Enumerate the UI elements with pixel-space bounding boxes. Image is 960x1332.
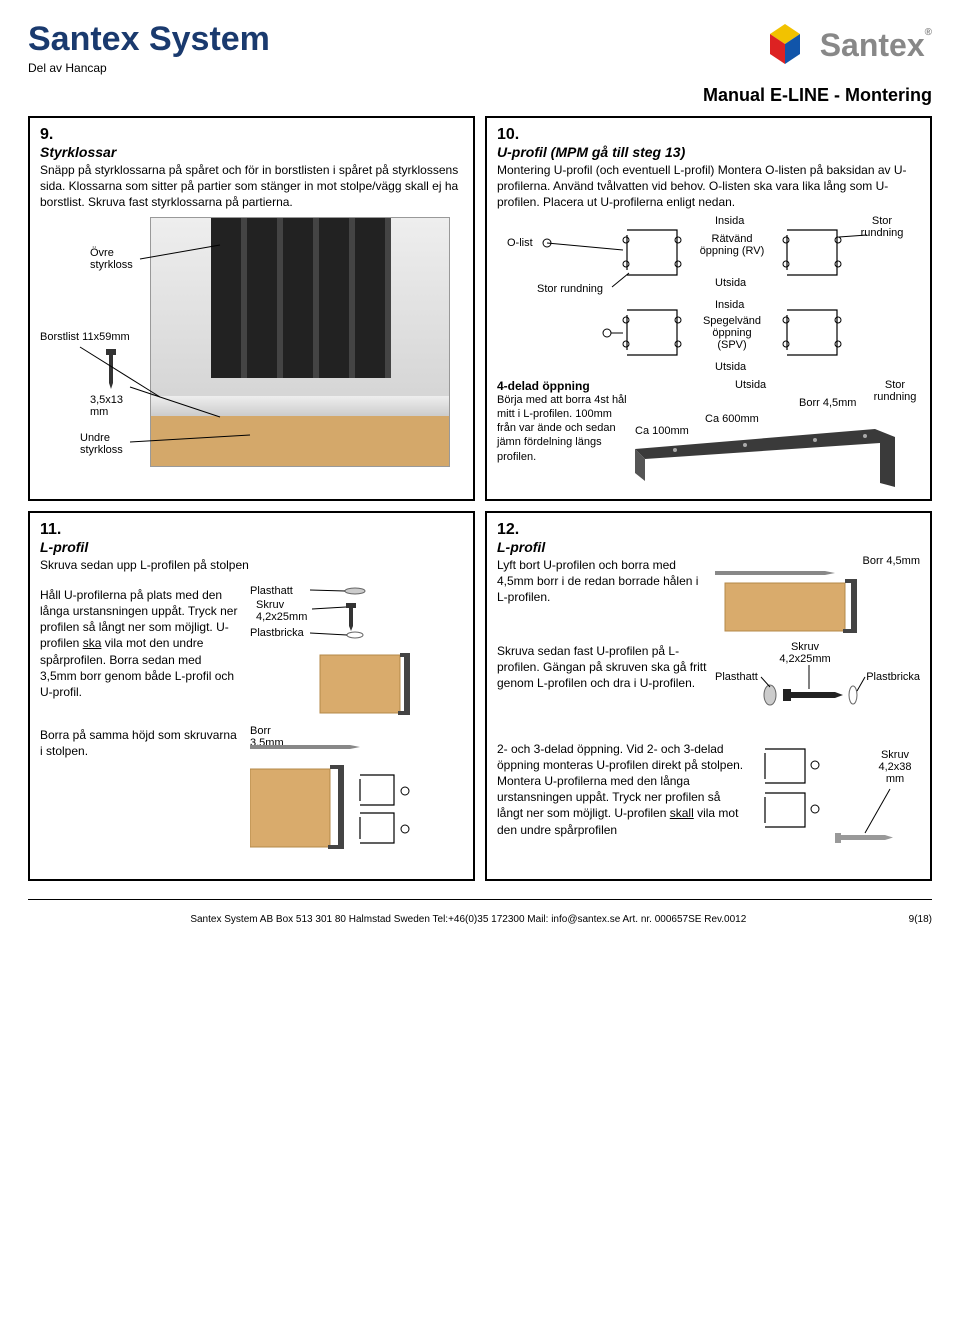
label-stor-rundning3: Stor rundning	[870, 379, 920, 403]
label-borstlist: Borstlist 11x59mm	[40, 331, 140, 343]
drill-drawing	[250, 741, 460, 851]
photo-placeholder	[150, 217, 450, 467]
label-ovre: Övre styrkloss	[90, 247, 140, 271]
screw-icon	[96, 349, 126, 389]
illus-12c: Skruv 4,2x38 mm	[755, 739, 920, 869]
step12-p3: 2- och 3-delad öppning. Vid 2- och 3-del…	[497, 741, 747, 869]
logo-icon	[760, 20, 810, 70]
step-title: U-profil (MPM gå till steg 13)	[497, 144, 920, 160]
four-part-row: 4-delad öppning Börja med att borra 4st …	[497, 379, 920, 489]
label-skruv425: Skruv 4,2x25mm	[775, 641, 835, 665]
step-9: 9. Styrklossar Snäpp på styrklossarna på…	[28, 116, 475, 501]
step11-foot: Borra på samma höjd som skruvarna i stol…	[40, 727, 240, 759]
label-borr45: Borr 4,5mm	[863, 555, 920, 567]
u-on-post	[755, 739, 925, 869]
step-body: Snäpp på styrklossarna på spåret och för…	[40, 162, 463, 211]
page-header: Santex System Del av Hancap Santex®	[28, 20, 932, 75]
step-title: Styrklossar	[40, 144, 463, 160]
doc-title: Santex System	[28, 20, 270, 59]
label-4del-body: Börja med att borra 4st hål mitt i L-pro…	[497, 393, 627, 464]
doc-subtitle: Del av Hancap	[28, 61, 270, 75]
footer-divider	[28, 899, 932, 900]
logo-text: Santex®	[820, 27, 932, 64]
step-10: 10. U-profil (MPM gå till steg 13) Monte…	[485, 116, 932, 501]
illustration-9: Övre styrkloss Borstlist 11x59mm 3,5x13 …	[40, 217, 463, 477]
illus-12a: Borr 4,5mm	[715, 555, 920, 633]
step12-p1: Lyft bort U-profilen och borra med 4,5mm…	[497, 557, 707, 633]
label-skruv: Skruv 4,2x25mm	[256, 599, 316, 623]
step-title: L-profil	[497, 539, 920, 555]
step12-p2: Skruva sedan fast U-profilen på L-profil…	[497, 643, 707, 731]
illus-11a: Plasthatt Skruv 4,2x25mm Plastbricka	[250, 585, 463, 715]
label-plastbricka: Plastbricka	[250, 627, 304, 639]
step-line1: Skruva sedan upp L-profilen på stolpen	[40, 557, 463, 573]
step-11: 11. L-profil Skruva sedan upp L-profilen…	[28, 511, 475, 881]
uprofile-svg	[497, 215, 920, 375]
page-footer: Santex System AB Box 513 301 80 Halmstad…	[28, 914, 932, 925]
label-4del-title: 4-delad öppning	[497, 379, 627, 393]
step-body: Montering U-profil (och eventuell L-prof…	[497, 162, 920, 211]
screw-assembly	[310, 585, 450, 715]
illus-12b: Plasthatt Skruv 4,2x25mm Plastbricka	[715, 641, 920, 731]
label-plasthatt: Plasthatt	[250, 585, 293, 597]
l-angle-drawing	[635, 429, 895, 489]
step-number: 9.	[40, 126, 463, 144]
drill-45	[715, 569, 915, 633]
step-number: 10.	[497, 126, 920, 144]
label-utsida3: Utsida	[735, 379, 766, 391]
step-number: 11.	[40, 521, 463, 539]
step-12: 12. L-profil Lyft bort U-profilen och bo…	[485, 511, 932, 881]
steps-grid: 9. Styrklossar Snäpp på styrklossarna på…	[28, 116, 932, 881]
screw-side	[715, 665, 915, 725]
header-right: Santex®	[760, 20, 932, 70]
label-ca600: Ca 600mm	[705, 413, 759, 425]
footer-text: Santex System AB Box 513 301 80 Halmstad…	[190, 914, 746, 925]
page-number: 9(18)	[909, 914, 932, 925]
step-title: L-profil	[40, 539, 463, 555]
manual-heading: Manual E-LINE - Montering	[28, 85, 932, 106]
illus-11b: Borr 3,5mm	[250, 725, 463, 855]
label-borr45: Borr 4,5mm	[799, 397, 856, 409]
step-number: 12.	[497, 521, 920, 539]
step11-main-text: Håll U-profilerna på plats med den långa…	[40, 587, 240, 715]
label-screw: 3,5x13 mm	[90, 394, 140, 418]
label-undre: Undre styrkloss	[80, 432, 140, 456]
profiles-diagram: O-list Stor rundning Insida Rätvänd öppn…	[497, 215, 920, 375]
header-left: Santex System Del av Hancap	[28, 20, 270, 75]
